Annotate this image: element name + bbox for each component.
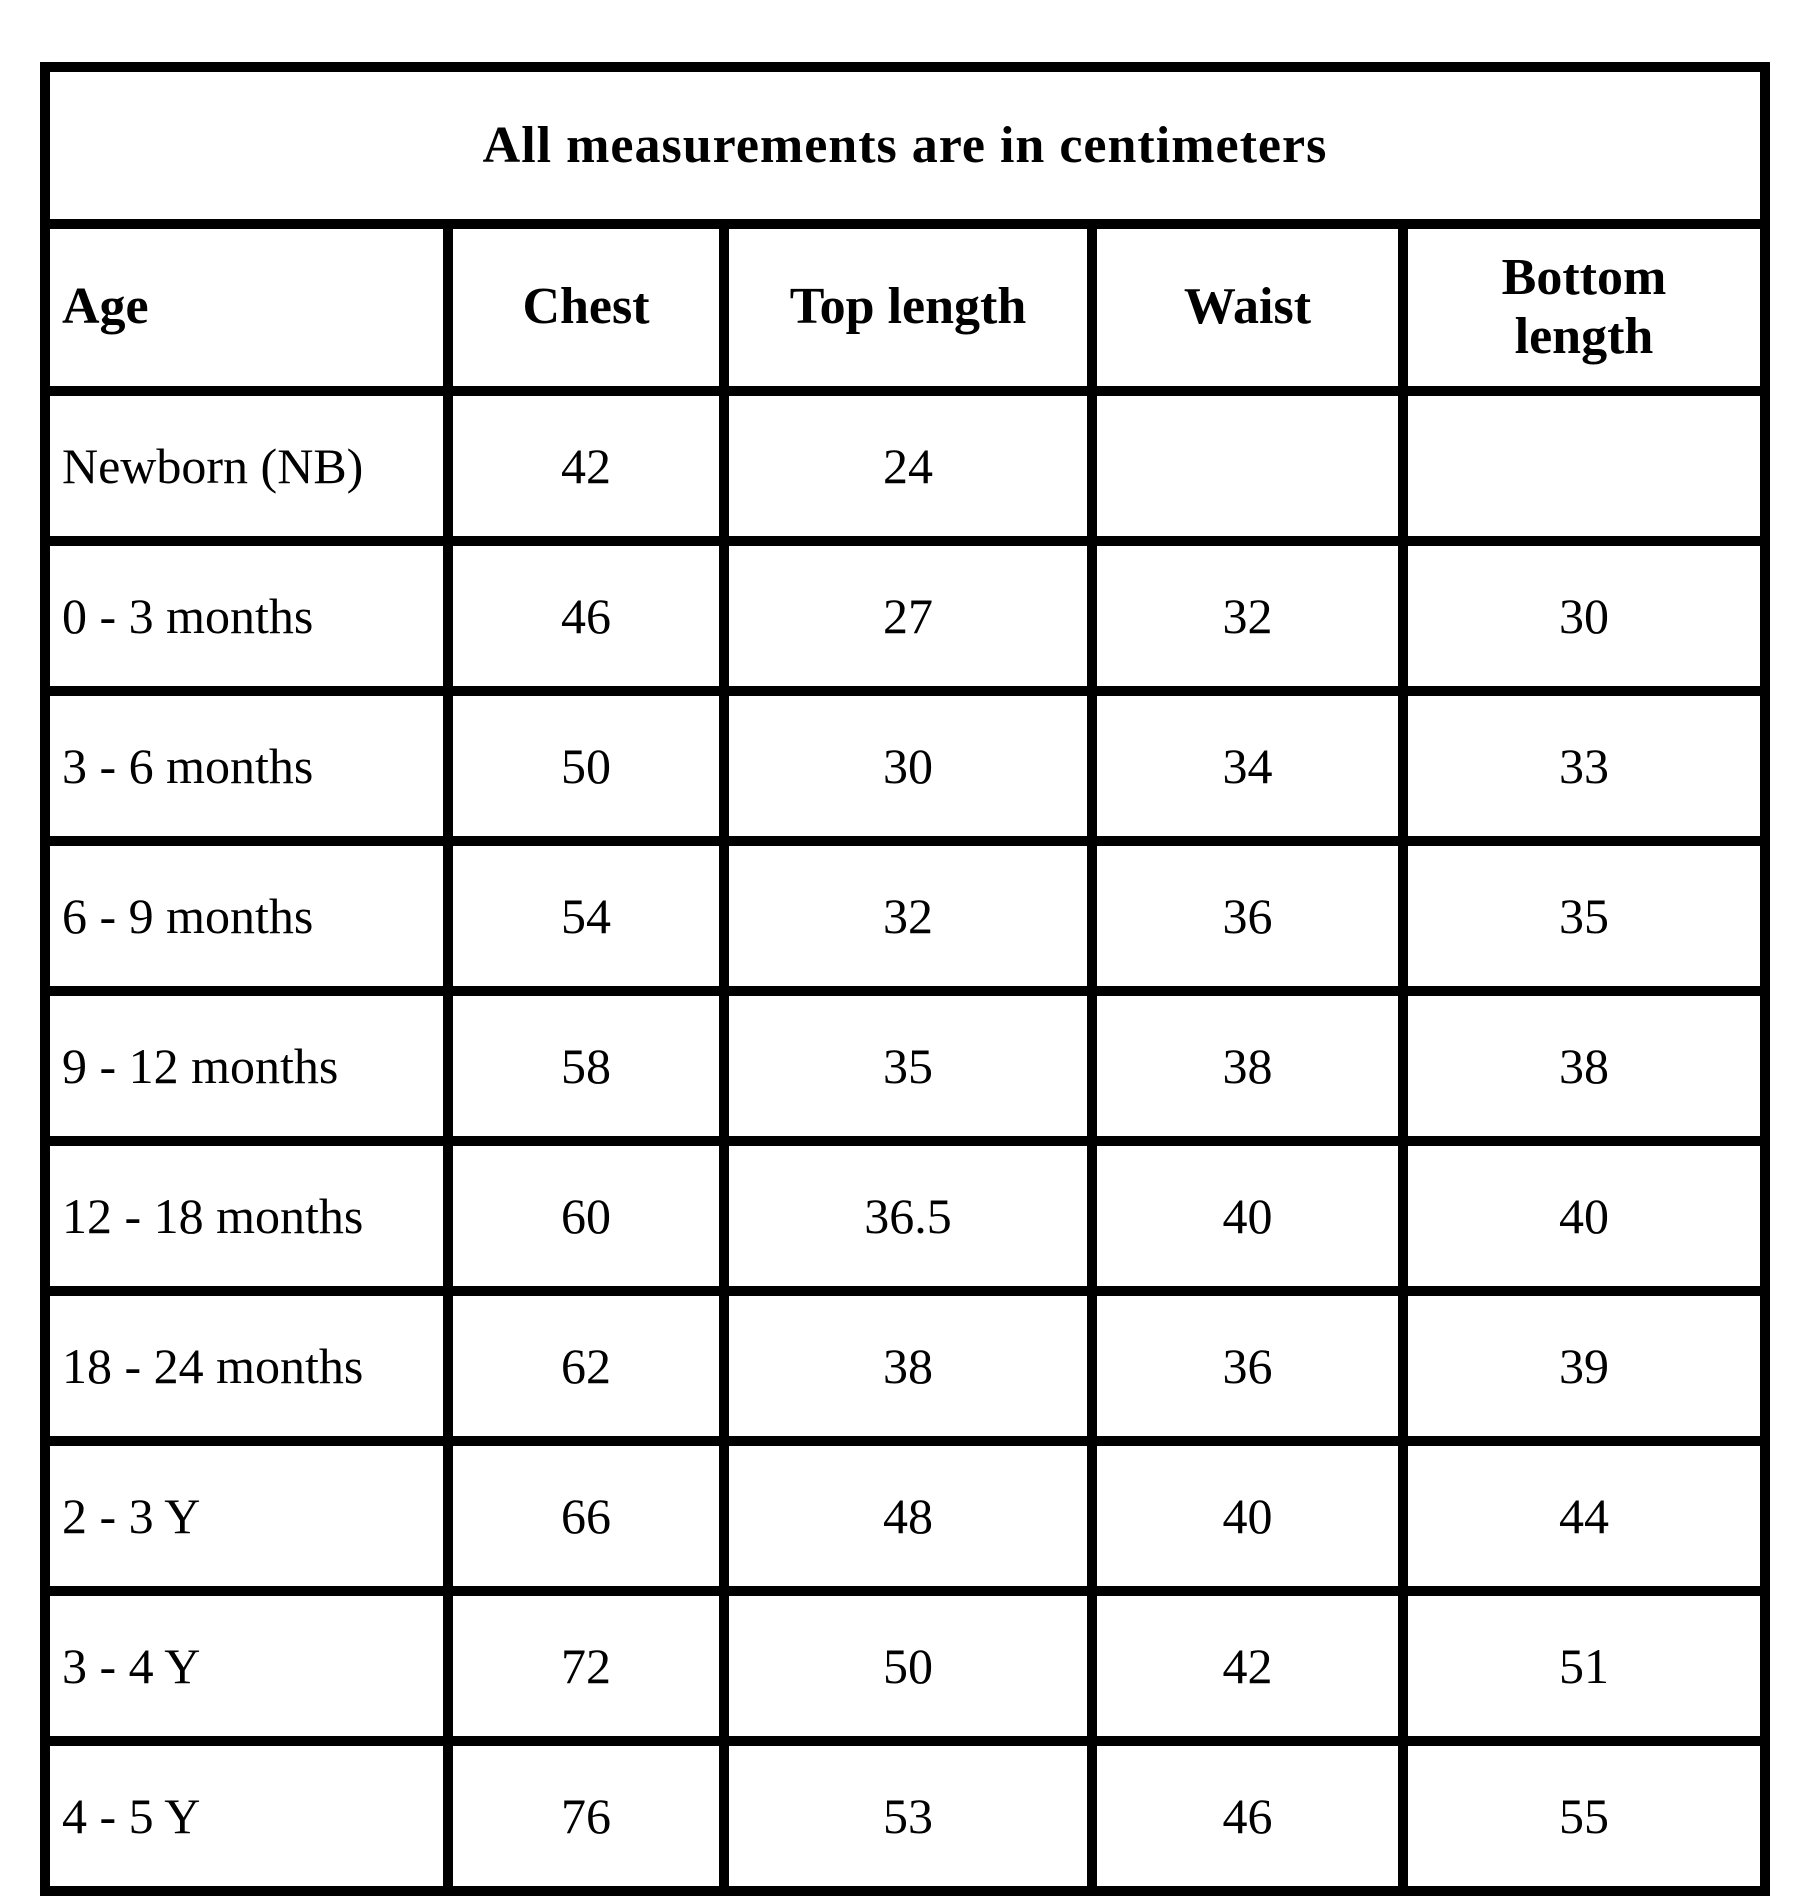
chest-cell: 42 — [443, 386, 729, 546]
bottom-length-cell: 33 — [1398, 686, 1770, 846]
waist-cell: 40 — [1087, 1436, 1408, 1596]
top-length-cell: 38 — [719, 1286, 1097, 1446]
waist-cell: 34 — [1087, 686, 1408, 846]
chest-cell: 62 — [443, 1286, 729, 1446]
age-cell: 3 - 6 months — [40, 686, 453, 846]
bottom-length-cell: 30 — [1398, 536, 1770, 696]
bottom-length-cell: 39 — [1398, 1286, 1770, 1446]
top-length-cell: 30 — [719, 686, 1097, 846]
column-header-waist: Waist — [1087, 219, 1408, 396]
age-cell: 6 - 9 months — [40, 836, 453, 996]
bottom-length-cell: 55 — [1398, 1736, 1770, 1896]
bottom-length-cell: 38 — [1398, 986, 1770, 1146]
chest-cell: 50 — [443, 686, 729, 846]
chest-cell: 60 — [443, 1136, 729, 1296]
chest-cell: 76 — [443, 1736, 729, 1896]
table-row-0-3-months: 0 - 3 months 46 27 32 30 — [40, 536, 1770, 696]
table-row-2-3-y: 2 - 3 Y 66 48 40 44 — [40, 1436, 1770, 1596]
chest-cell: 46 — [443, 536, 729, 696]
bottom-length-cell: 40 — [1398, 1136, 1770, 1296]
table-title-row: All measurements are in centimeters — [40, 62, 1770, 229]
top-length-cell: 53 — [719, 1736, 1097, 1896]
top-length-cell: 24 — [719, 386, 1097, 546]
chest-cell: 66 — [443, 1436, 729, 1596]
age-cell: Newborn (NB) — [40, 386, 453, 546]
column-header-age: Age — [40, 219, 453, 396]
table-title: All measurements are in centimeters — [40, 62, 1770, 229]
waist-cell: 32 — [1087, 536, 1408, 696]
age-cell: 12 - 18 months — [40, 1136, 453, 1296]
table-row-3-4-y: 3 - 4 Y 72 50 42 51 — [40, 1586, 1770, 1746]
top-length-cell: 50 — [719, 1586, 1097, 1746]
table-row-6-9-months: 6 - 9 months 54 32 36 35 — [40, 836, 1770, 996]
table-row-12-18-months: 12 - 18 months 60 36.5 40 40 — [40, 1136, 1770, 1296]
age-cell: 2 - 3 Y — [40, 1436, 453, 1596]
table-row-18-24-months: 18 - 24 months 62 38 36 39 — [40, 1286, 1770, 1446]
table-row-4-5-y: 4 - 5 Y 76 53 46 55 — [40, 1736, 1770, 1896]
waist-cell: 36 — [1087, 836, 1408, 996]
top-length-cell: 32 — [719, 836, 1097, 996]
top-length-cell: 36.5 — [719, 1136, 1097, 1296]
table-header-row: Age Chest Top length Waist Bottom length — [40, 219, 1770, 396]
bottom-length-cell — [1398, 386, 1770, 546]
top-length-cell: 48 — [719, 1436, 1097, 1596]
column-header-top-length: Top length — [719, 219, 1097, 396]
top-length-cell: 27 — [719, 536, 1097, 696]
bottom-length-cell: 51 — [1398, 1586, 1770, 1746]
age-cell: 9 - 12 months — [40, 986, 453, 1146]
chest-cell: 72 — [443, 1586, 729, 1746]
page-background: { "chart_data": { "type": "table", "titl… — [40, 62, 1770, 1896]
waist-cell: 36 — [1087, 1286, 1408, 1446]
column-header-chest: Chest — [443, 219, 729, 396]
bottom-length-cell: 44 — [1398, 1436, 1770, 1596]
age-cell: 0 - 3 months — [40, 536, 453, 696]
table-row-newborn: Newborn (NB) 42 24 — [40, 386, 1770, 546]
waist-cell: 40 — [1087, 1136, 1408, 1296]
table-row-3-6-months: 3 - 6 months 50 30 34 33 — [40, 686, 1770, 846]
top-length-cell: 35 — [719, 986, 1097, 1146]
chest-cell: 54 — [443, 836, 729, 996]
waist-cell: 46 — [1087, 1736, 1408, 1896]
waist-cell — [1087, 386, 1408, 546]
age-cell: 4 - 5 Y — [40, 1736, 453, 1896]
waist-cell: 42 — [1087, 1586, 1408, 1746]
size-chart-table: All measurements are in centimeters Age … — [40, 62, 1770, 1896]
chest-cell: 58 — [443, 986, 729, 1146]
table-row-9-12-months: 9 - 12 months 58 35 38 38 — [40, 986, 1770, 1146]
age-cell: 18 - 24 months — [40, 1286, 453, 1446]
waist-cell: 38 — [1087, 986, 1408, 1146]
column-header-bottom-length: Bottom length — [1398, 219, 1770, 396]
bottom-length-cell: 35 — [1398, 836, 1770, 996]
age-cell: 3 - 4 Y — [40, 1586, 453, 1746]
